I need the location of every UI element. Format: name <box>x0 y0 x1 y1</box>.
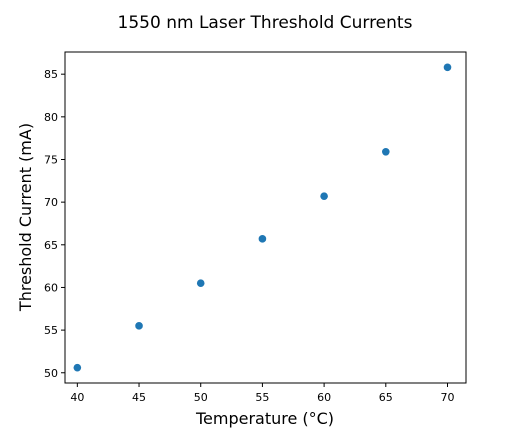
chart-title: 1550 nm Laser Threshold Currents <box>118 13 413 33</box>
plot-area <box>64 51 467 384</box>
data-point <box>135 322 143 330</box>
data-point <box>73 363 82 372</box>
y-axis: 50 55 60 65 70 75 80 85 <box>44 68 65 380</box>
x-tick-label: 70 <box>440 391 454 404</box>
data-point <box>443 63 452 72</box>
y-tick-label: 75 <box>44 153 58 166</box>
y-tick-label: 55 <box>44 324 58 337</box>
y-tick-label: 65 <box>44 239 58 252</box>
x-tick-label: 55 <box>255 391 269 404</box>
data-point <box>258 235 267 243</box>
x-axis: 40 45 50 55 60 65 70 <box>70 383 454 404</box>
y-axis-label: Threshold Current (mA) <box>16 123 35 312</box>
x-tick-label: 50 <box>194 391 208 404</box>
data-point <box>196 279 205 287</box>
data-points <box>73 63 452 372</box>
y-tick-label: 80 <box>44 111 58 124</box>
y-tick-label: 70 <box>44 196 58 209</box>
y-tick-label: 50 <box>44 367 58 380</box>
data-point <box>382 148 390 156</box>
data-point <box>320 192 328 200</box>
x-tick-label: 60 <box>317 391 331 404</box>
y-tick-label: 85 <box>44 68 58 81</box>
x-tick-label: 45 <box>132 391 146 404</box>
y-tick-label: 60 <box>44 281 58 294</box>
x-tick-label: 65 <box>379 391 393 404</box>
x-axis-label: Temperature (°C) <box>195 409 334 428</box>
x-tick-label: 40 <box>70 391 84 404</box>
